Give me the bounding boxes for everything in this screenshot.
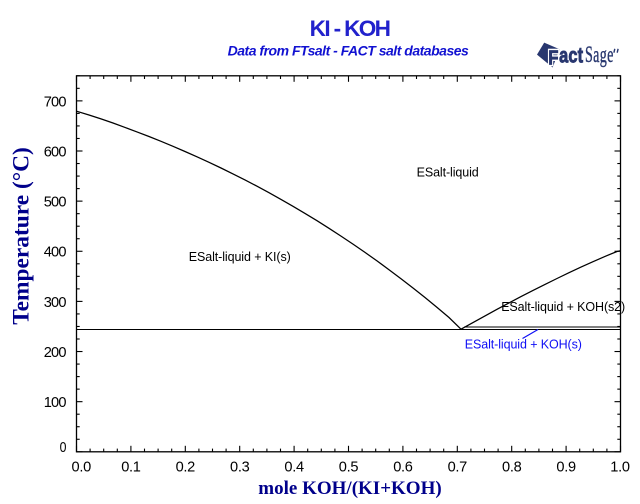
svg-text:Data from FTsalt - FACT salt d: Data from FTsalt - FACT salt databases [228,43,469,59]
svg-text:0.1: 0.1 [121,460,141,476]
svg-text:F: F [548,46,558,69]
svg-text:200: 200 [44,345,67,361]
svg-text:ESalt-liquid + KI(s): ESalt-liquid + KI(s) [189,250,291,264]
svg-text:Temperature (°C): Temperature (°C) [9,147,35,325]
svg-text:500: 500 [44,195,67,211]
svg-text:0.0: 0.0 [72,460,92,476]
svg-text:0.2: 0.2 [176,460,196,476]
svg-text:mole KOH/(KI+KOH): mole KOH/(KI+KOH) [258,478,441,499]
svg-text:ESalt-liquid + KOH(s2): ESalt-liquid + KOH(s2) [501,300,625,314]
svg-text:KI - KOH: KI - KOH [310,16,390,41]
svg-text:ESalt-liquid: ESalt-liquid [417,165,479,179]
svg-text:0.3: 0.3 [230,460,250,476]
svg-text:F: F [548,46,558,69]
svg-text:0.4: 0.4 [284,460,304,476]
svg-text:0.7: 0.7 [448,460,468,476]
svg-text:0.6: 0.6 [393,460,413,476]
svg-text:0: 0 [60,440,67,456]
svg-text:0.8: 0.8 [502,460,522,476]
svg-text:1.0: 1.0 [610,460,630,476]
svg-text:400: 400 [44,245,67,261]
svg-text:act: act [559,45,583,69]
svg-text:600: 600 [44,144,67,160]
svg-text:Sage: Sage [585,43,614,68]
svg-text:0.5: 0.5 [339,460,359,476]
svg-text:300: 300 [44,295,67,311]
svg-text:0.9: 0.9 [556,460,576,476]
svg-text:ESalt-liquid + KOH(s): ESalt-liquid + KOH(s) [465,337,582,351]
svg-text:700: 700 [44,94,67,110]
svg-text:100: 100 [44,395,67,411]
